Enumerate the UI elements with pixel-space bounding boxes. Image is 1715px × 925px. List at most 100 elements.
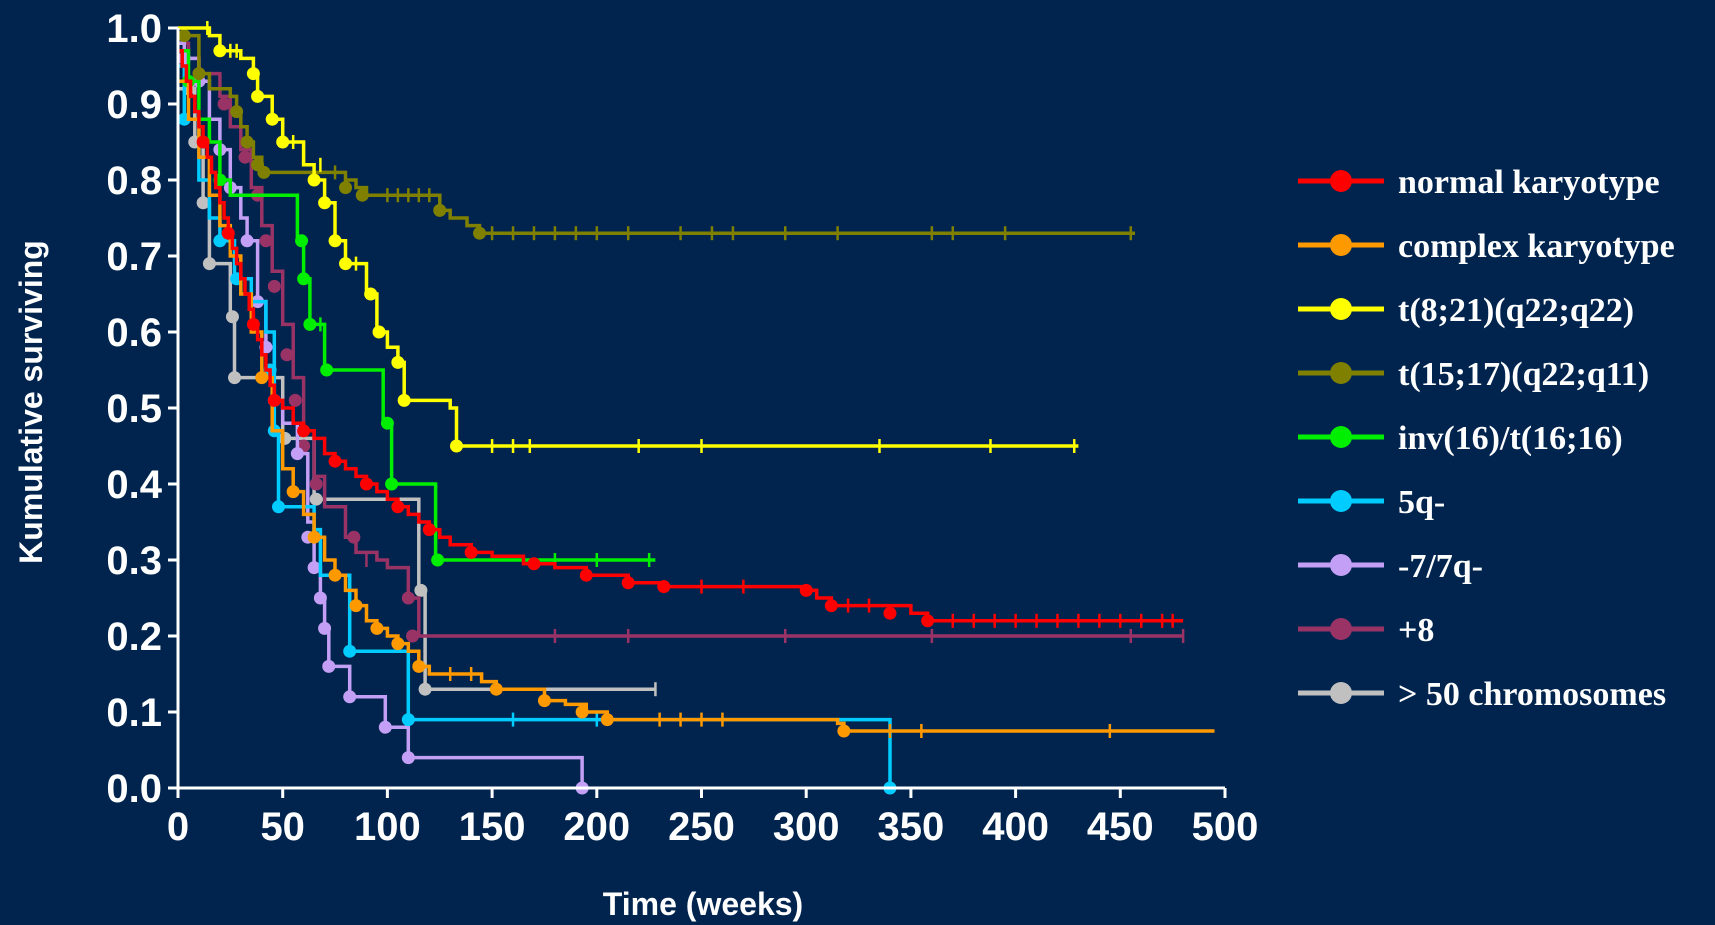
data-point — [339, 257, 353, 271]
data-point — [303, 317, 317, 331]
data-point — [196, 196, 210, 210]
data-point — [422, 523, 436, 537]
x-tick-label: 500 — [1192, 805, 1259, 849]
data-point — [414, 583, 428, 597]
data-point — [364, 287, 378, 301]
data-point — [196, 135, 210, 149]
series-normal-karyotype — [178, 49, 1184, 628]
legend-item-t-15-17-q22-q11: t(15;17)(q22;q11) — [1298, 356, 1649, 393]
legend-marker — [1330, 618, 1352, 640]
data-point — [378, 720, 392, 734]
data-point — [431, 553, 445, 567]
series-complex-karyotype — [178, 79, 1215, 738]
data-point — [217, 97, 231, 111]
legend-item-normal-karyotype: normal karyotype — [1298, 164, 1660, 201]
x-tick-label: 50 — [260, 805, 305, 849]
data-point — [313, 591, 327, 605]
legend-label: -7/7q- — [1398, 548, 1483, 585]
data-point — [473, 226, 487, 240]
y-tick-label: 0.1 — [106, 691, 162, 735]
legend-marker — [1330, 682, 1352, 704]
data-point — [343, 644, 357, 658]
data-point — [328, 454, 342, 468]
data-point — [297, 424, 311, 438]
axes: 0 50 100 150 200 250 300 350 400 450 500 0.0 0.1 0.2 0… — [106, 7, 1258, 849]
legend-item-inv-16-t-16-16: inv(16)/t(16;16) — [1298, 420, 1623, 457]
data-point — [192, 67, 206, 81]
x-tick-label: 300 — [773, 805, 840, 849]
data-point — [412, 659, 426, 673]
data-point — [225, 310, 239, 324]
data-point — [397, 393, 411, 407]
data-point — [246, 317, 260, 331]
series-8 — [178, 41, 1185, 643]
data-point — [230, 105, 244, 119]
data-point — [240, 135, 254, 149]
data-point — [265, 112, 279, 126]
data-point — [309, 492, 323, 506]
y-tick-label: 0.9 — [106, 83, 162, 127]
y-tick-label: 0.0 — [106, 767, 162, 811]
x-tick-label: 400 — [982, 805, 1049, 849]
data-point — [328, 234, 342, 248]
data-point — [406, 629, 420, 643]
data-point — [657, 580, 671, 594]
data-point — [370, 621, 384, 635]
data-point — [359, 477, 373, 491]
data-point — [309, 477, 323, 491]
data-point — [433, 203, 447, 217]
y-tick-label: 0.7 — [106, 235, 162, 279]
data-point — [347, 530, 361, 544]
x-tick-label: 450 — [1087, 805, 1154, 849]
data-point — [349, 599, 363, 613]
series-line — [178, 49, 1184, 623]
data-point — [259, 234, 273, 248]
data-point — [600, 713, 614, 727]
data-point — [288, 393, 302, 407]
series-line — [178, 41, 584, 788]
data-point — [290, 447, 304, 461]
legend-label: > 50 chromosomes — [1398, 676, 1666, 713]
legend-label: 5q- — [1398, 484, 1445, 521]
data-point — [450, 439, 464, 453]
x-tick-label: 250 — [668, 805, 735, 849]
data-point — [213, 234, 227, 248]
legend-label: normal karyotype — [1398, 164, 1660, 201]
y-tick-label: 0.4 — [106, 463, 162, 507]
series-t-15-17-q22-q11 — [177, 29, 1135, 241]
y-tick-label: 0.3 — [106, 539, 162, 583]
data-point — [328, 568, 342, 582]
series-line — [178, 41, 1184, 638]
data-point — [280, 348, 294, 362]
legend-marker — [1330, 234, 1352, 256]
legend: normal karyotype complex karyotype t(8;21)… — [1298, 164, 1675, 713]
series-t-8-21-q22-q22 — [178, 21, 1079, 453]
data-point — [380, 416, 394, 430]
data-point — [372, 325, 386, 339]
series-line — [178, 79, 1215, 733]
data-point — [527, 557, 541, 571]
data-point — [343, 690, 357, 704]
plot-area — [177, 21, 1215, 795]
data-point — [202, 257, 216, 271]
legend-item-complex-karyotype: complex karyotype — [1298, 228, 1675, 265]
data-point — [621, 576, 635, 590]
legend-marker — [1330, 170, 1352, 192]
data-point — [297, 272, 311, 286]
data-point — [339, 181, 353, 195]
data-point — [238, 150, 252, 164]
data-point — [320, 363, 334, 377]
data-point — [276, 135, 290, 149]
data-point — [240, 234, 254, 248]
legend-item-t-8-21-q22-q22: t(8;21)(q22;q22) — [1298, 292, 1634, 329]
series-line — [178, 87, 656, 691]
data-point — [575, 705, 589, 719]
y-tick-label: 0.6 — [106, 311, 162, 355]
data-point — [824, 599, 838, 613]
data-point — [391, 355, 405, 369]
data-point — [883, 606, 897, 620]
data-point — [318, 621, 332, 635]
data-point — [246, 67, 260, 81]
